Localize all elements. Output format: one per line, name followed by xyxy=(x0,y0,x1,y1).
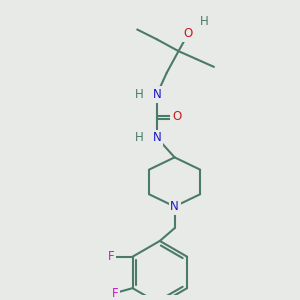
Text: N: N xyxy=(170,200,179,213)
Text: O: O xyxy=(184,27,193,40)
Text: F: F xyxy=(108,250,114,263)
Text: H: H xyxy=(135,131,144,144)
Text: O: O xyxy=(172,110,181,122)
Text: H: H xyxy=(135,88,144,101)
Text: H: H xyxy=(200,15,208,28)
Text: F: F xyxy=(112,286,118,300)
Text: N: N xyxy=(152,88,161,101)
Text: N: N xyxy=(152,131,161,144)
